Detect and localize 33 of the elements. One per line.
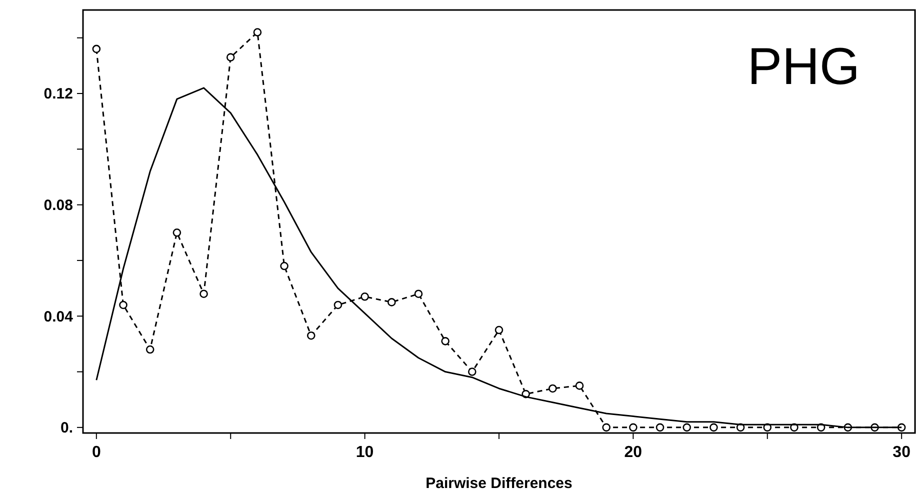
y-tick-label: 0.12 xyxy=(44,86,73,103)
y-tick-label: 0.04 xyxy=(44,308,74,326)
point xyxy=(629,423,638,432)
point xyxy=(602,423,611,432)
y-tick-label: 0.08 xyxy=(44,197,73,214)
point xyxy=(226,53,235,62)
x-axis-title: Pairwise Differences xyxy=(426,475,572,492)
point xyxy=(414,290,423,298)
point xyxy=(172,228,182,237)
point xyxy=(575,382,584,390)
point xyxy=(146,345,154,354)
x-tick-label: 10 xyxy=(356,444,374,461)
point xyxy=(656,423,664,432)
annotation: PHG xyxy=(747,38,860,96)
point xyxy=(682,423,692,432)
point xyxy=(280,262,288,270)
point xyxy=(360,292,369,301)
x-tick-label: 0 xyxy=(92,444,101,461)
point xyxy=(710,423,718,432)
point xyxy=(306,331,316,340)
x-tick-label: 30 xyxy=(892,444,911,461)
point xyxy=(441,337,450,346)
point xyxy=(253,28,262,36)
point xyxy=(92,44,101,54)
x-tick-label: 20 xyxy=(624,444,642,461)
point xyxy=(200,290,208,298)
point xyxy=(548,384,557,393)
point xyxy=(494,326,504,334)
point xyxy=(468,368,476,376)
y-tick-label: 0. xyxy=(60,420,73,437)
point xyxy=(334,300,342,310)
point xyxy=(119,300,128,310)
point xyxy=(387,298,396,306)
